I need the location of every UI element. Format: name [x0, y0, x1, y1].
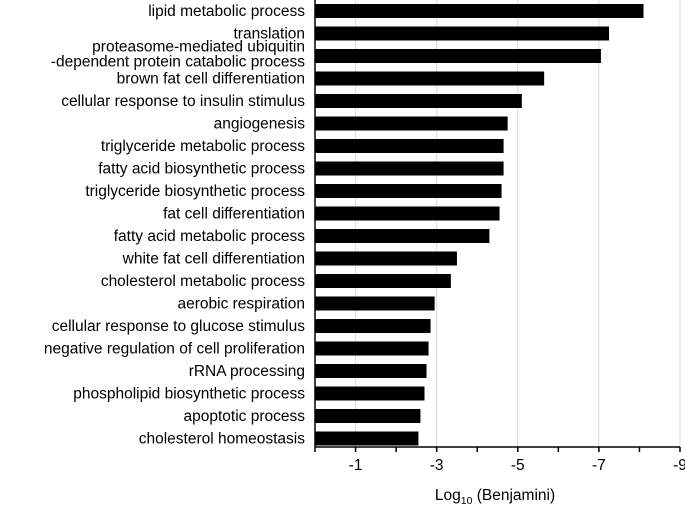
- bar-15: [315, 341, 429, 356]
- bar-14: [315, 319, 431, 333]
- category-label-12: cholesterol metabolic process: [101, 273, 305, 290]
- category-label-18: apoptotic process: [184, 408, 306, 425]
- bar-13: [315, 296, 435, 311]
- bar-7: [315, 161, 504, 176]
- bar-8: [315, 184, 502, 198]
- bar-5: [315, 116, 508, 131]
- bar-16: [315, 364, 427, 378]
- bar-11: [315, 251, 457, 266]
- category-label-13: aerobic respiration: [177, 296, 305, 313]
- x-axis-title-rest: (Benjamini): [472, 487, 555, 504]
- category-label-1: translation: [233, 26, 305, 43]
- x-tick-label-1: -3: [430, 457, 444, 474]
- category-label-19: cholesterol homeostasis: [139, 431, 306, 448]
- bar-2: [315, 49, 601, 63]
- category-label-15: negative regulation of cell proliferatio…: [44, 341, 305, 358]
- tick-label-layer: -1 -3 -5 -7 -9: [349, 457, 685, 474]
- category-label-2-line-0: proteasome-mediated ubiquitin: [92, 39, 305, 56]
- x-tick-label-2: -5: [511, 457, 525, 474]
- category-label-2-line-1: -dependent protein catabolic process: [51, 54, 305, 71]
- x-axis-title: Log10 (Benjamini): [435, 487, 555, 507]
- x-axis-title-subscript: 10: [461, 495, 473, 507]
- category-label-9: fat cell differentiation: [163, 206, 305, 223]
- x-tick-label-4: -9: [673, 457, 685, 474]
- category-label-8: triglyceride biosynthetic process: [85, 183, 305, 200]
- axis-layer: [314, 0, 681, 452]
- bar-12: [315, 274, 451, 288]
- category-label-0: lipid metabolic process: [148, 3, 305, 20]
- grid-layer: [355, 0, 681, 447]
- x-axis-title-main: Log: [435, 487, 461, 504]
- bar-6: [315, 139, 504, 153]
- x-tick-label-3: -7: [592, 457, 606, 474]
- category-label-2: proteasome-mediated ubiquitin -dependent …: [51, 39, 305, 71]
- category-label-4: cellular response to insulin stimulus: [61, 93, 305, 110]
- category-label-5: angiogenesis: [214, 116, 306, 133]
- bar-17: [315, 386, 425, 401]
- bar-layer: [315, 4, 644, 446]
- bar-3: [315, 71, 545, 86]
- category-label-6: triglyceride metabolic process: [101, 138, 305, 155]
- category-label-3: brown fat cell differentiation: [117, 71, 305, 88]
- x-tick-label-0: -1: [349, 457, 363, 474]
- category-label-16: rRNA processing: [189, 363, 305, 380]
- bar-4: [315, 94, 522, 108]
- bar-1: [315, 26, 610, 41]
- category-label-11: white fat cell differentiation: [122, 251, 305, 268]
- category-label-17: phospholipid biosynthetic process: [73, 386, 305, 403]
- bar-19: [315, 431, 419, 446]
- bar-0: [315, 4, 644, 18]
- category-label-10: fatty acid metabolic process: [114, 228, 306, 245]
- bar-10: [315, 229, 490, 243]
- category-label-layer: lipid metabolic process translationprotea…: [44, 3, 305, 448]
- category-label-7: fatty acid biosynthetic process: [98, 161, 305, 178]
- bar-9: [315, 206, 500, 221]
- bar-18: [315, 409, 421, 423]
- category-label-14: cellular response to glucose stimulus: [52, 318, 306, 335]
